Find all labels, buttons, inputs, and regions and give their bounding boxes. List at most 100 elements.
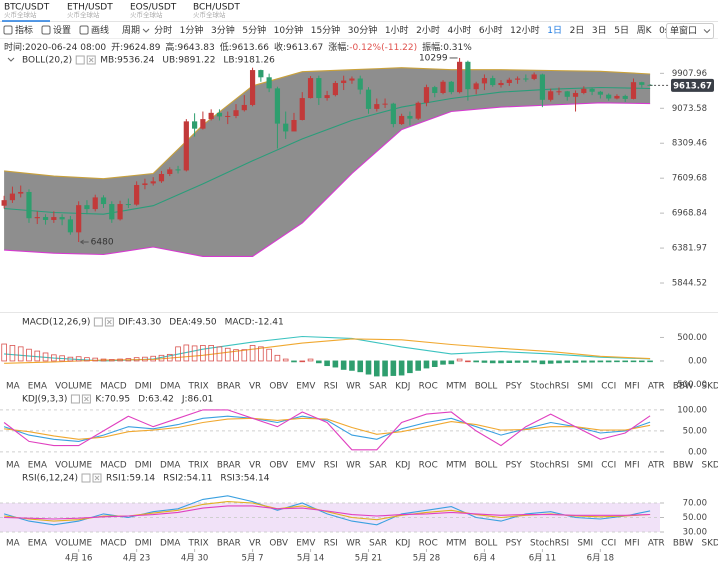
indicator-switch[interactable]: RSI: [324, 382, 338, 392]
indicator-switch[interactable]: BBW: [673, 461, 694, 471]
indicator-settings[interactable]: [75, 55, 85, 65]
tool-button[interactable]: 画线: [91, 24, 109, 36]
indicator-switch[interactable]: MTM: [446, 539, 467, 549]
indicator-switch[interactable]: CCI: [601, 539, 616, 549]
tab-pair[interactable]: EOS/USDT: [130, 3, 177, 13]
indicator-switch[interactable]: SMI: [577, 539, 593, 549]
period-button[interactable]: 5分钟: [242, 24, 266, 36]
indicator-switch[interactable]: DMA: [160, 382, 180, 392]
indicator-switch[interactable]: CCI: [601, 382, 616, 392]
indicator-switch[interactable]: MFI: [624, 461, 639, 471]
indicator-switch[interactable]: MA: [6, 539, 20, 549]
period-button[interactable]: 6小时: [479, 24, 503, 36]
indicator-switch[interactable]: SAR: [369, 461, 387, 471]
indicator-switch[interactable]: WR: [346, 382, 361, 392]
period-button[interactable]: 3日: [592, 25, 607, 36]
indicator-switch[interactable]: BRAR: [217, 461, 241, 471]
indicator-switch[interactable]: TRIX: [188, 382, 209, 392]
indicator-switch[interactable]: MA: [6, 382, 20, 392]
period-button[interactable]: 3分钟: [211, 24, 235, 36]
period-button[interactable]: 15分钟: [311, 24, 340, 36]
indicator-switch[interactable]: EMA: [28, 382, 47, 392]
indicator-switch[interactable]: MACD: [100, 382, 127, 392]
indicator-switch[interactable]: RSI: [324, 461, 338, 471]
indicator-switch[interactable]: OBV: [269, 382, 288, 392]
window-button-frame[interactable]: [666, 23, 714, 39]
period-button[interactable]: 1日: [547, 25, 562, 36]
indicator-switch[interactable]: EMA: [28, 539, 47, 549]
period-button[interactable]: 10分钟: [274, 24, 303, 36]
period-button[interactable]: 1分钟: [180, 24, 204, 36]
indicator-switch[interactable]: ROC: [419, 539, 438, 549]
indicator-switch[interactable]: EMV: [296, 539, 315, 549]
indicator-switch[interactable]: PSY: [506, 539, 523, 549]
indicator-switch[interactable]: SAR: [369, 382, 387, 392]
indicator-switch[interactable]: KDJ: [395, 461, 410, 471]
indicator-switch[interactable]: DMA: [160, 539, 180, 549]
indicator-switch[interactable]: MTM: [446, 382, 467, 392]
window-button[interactable]: 单窗口: [670, 25, 697, 37]
indicator-switch[interactable]: MACD: [100, 461, 127, 471]
period-button[interactable]: 1小时: [385, 24, 409, 36]
indicator-settings[interactable]: [81, 473, 91, 483]
indicator-switch[interactable]: EMA: [28, 461, 47, 471]
indicator-switch[interactable]: SKDJ: [702, 461, 718, 471]
indicator-switch[interactable]: MFI: [624, 539, 639, 549]
indicator-switch[interactable]: WR: [346, 539, 361, 549]
indicator-switch[interactable]: VOLUME: [55, 461, 92, 471]
indicator-switch[interactable]: SMI: [577, 382, 593, 392]
period-button[interactable]: 2日: [570, 25, 585, 36]
tab-pair[interactable]: ETH/USDT: [67, 3, 113, 13]
tool-button[interactable]: 设置: [53, 25, 71, 36]
indicator-switch[interactable]: SKDJ: [702, 382, 718, 392]
indicator-switch[interactable]: ATR: [648, 539, 665, 549]
indicator-switch[interactable]: DMA: [160, 461, 180, 471]
indicator-switch[interactable]: PSY: [506, 382, 523, 392]
indicator-switch[interactable]: SKDJ: [702, 539, 718, 549]
indicator-switch[interactable]: ROC: [419, 382, 438, 392]
tool-button[interactable]: 指标: [15, 24, 33, 36]
indicator-switch[interactable]: MFI: [624, 382, 639, 392]
indicator-switch[interactable]: VOLUME: [55, 539, 92, 549]
indicator-switch[interactable]: MTM: [446, 461, 467, 471]
period-button[interactable]: 30分钟: [348, 24, 377, 36]
indicator-switch[interactable]: ROC: [419, 461, 438, 471]
period-button[interactable]: 12小时: [510, 24, 539, 36]
indicator-switch[interactable]: OBV: [269, 461, 288, 471]
indicator-switch[interactable]: TRIX: [188, 539, 209, 549]
indicator-switch[interactable]: BOLL: [475, 382, 498, 392]
indicator-switch[interactable]: OBV: [269, 539, 288, 549]
indicator-switch[interactable]: VOLUME: [55, 382, 92, 392]
indicator-switch[interactable]: WR: [346, 461, 361, 471]
period-button[interactable]: 分时: [154, 24, 172, 36]
indicator-switch[interactable]: TRIX: [188, 461, 209, 471]
tab-pair[interactable]: BCH/USDT: [193, 3, 240, 13]
indicator-switch[interactable]: CCI: [601, 461, 616, 471]
indicator-switch[interactable]: EMV: [296, 382, 315, 392]
indicator-switch[interactable]: SMI: [577, 461, 593, 471]
indicator-switch[interactable]: VR: [249, 382, 261, 392]
period-button[interactable]: 4小时: [448, 24, 472, 36]
indicator-switch[interactable]: BBW: [673, 539, 694, 549]
indicator-switch[interactable]: BRAR: [217, 539, 241, 549]
indicator-switch[interactable]: SAR: [369, 539, 387, 549]
indicator-switch[interactable]: VR: [249, 539, 261, 549]
indicator-switch[interactable]: RSI: [324, 539, 338, 549]
indicator-settings[interactable]: [93, 317, 103, 327]
indicator-switch[interactable]: ATR: [648, 382, 665, 392]
tab-pair[interactable]: BTC/USDT: [4, 3, 50, 13]
period-button[interactable]: 2小时: [416, 24, 440, 36]
period-button[interactable]: 5日: [614, 25, 629, 36]
indicator-switch[interactable]: DMI: [135, 382, 152, 392]
indicator-switch[interactable]: BBW: [673, 382, 694, 392]
indicator-switch[interactable]: BRAR: [217, 382, 241, 392]
indicator-switch[interactable]: VR: [249, 461, 261, 471]
period-button[interactable]: 0s: [659, 26, 670, 36]
indicator-switch[interactable]: BOLL: [475, 461, 498, 471]
indicator-switch[interactable]: StochRSI: [530, 461, 569, 471]
indicator-switch[interactable]: MACD: [100, 539, 127, 549]
indicator-switch[interactable]: PSY: [506, 461, 523, 471]
indicator-switch[interactable]: StochRSI: [530, 382, 569, 392]
indicator-switch[interactable]: StochRSI: [530, 539, 569, 549]
indicator-switch[interactable]: DMI: [135, 461, 152, 471]
